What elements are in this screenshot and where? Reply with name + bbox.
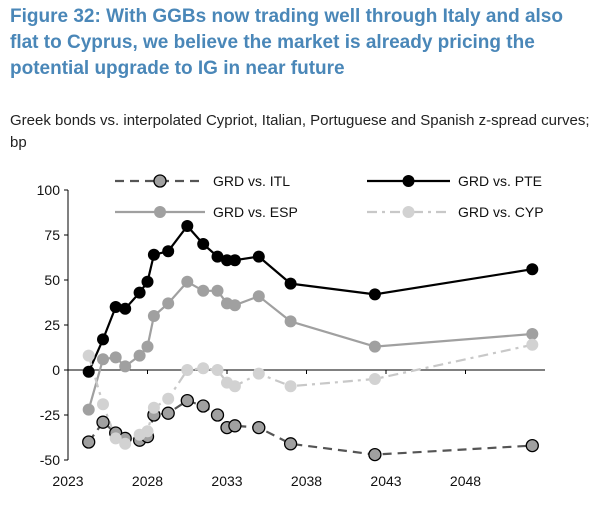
data-point-series-2 [109, 351, 122, 364]
data-point-series-1 [526, 263, 539, 276]
series-line-2 [87, 280, 533, 410]
data-point-series-2 [162, 297, 175, 310]
chart-legend: GRD vs. ITL GRD vs. PTE GRD vs. ESP GRD vs.… [115, 173, 544, 220]
y-tick-label: -50 [40, 452, 60, 468]
data-point-series-2 [119, 360, 132, 373]
legend-label: GRD vs. PTE [458, 173, 542, 189]
data-point-series-3 [147, 401, 160, 414]
data-point-series-1 [211, 250, 224, 263]
data-point-series-3 [119, 437, 132, 450]
y-tick-label: 75 [44, 227, 60, 243]
data-point-series-2 [141, 340, 154, 353]
y-tick-label: 50 [44, 272, 60, 288]
data-point-series-0 [161, 406, 175, 420]
series-line-1 [87, 224, 533, 373]
y-tick-label: 25 [44, 317, 60, 333]
data-point-series-1 [368, 288, 381, 301]
data-point-series-1 [252, 250, 265, 263]
data-point-series-1 [141, 275, 154, 288]
data-point-series-0 [525, 438, 539, 453]
data-point-series-1 [109, 301, 122, 313]
legend-marker-3 [402, 206, 415, 218]
data-point-series-1 [162, 245, 175, 258]
y-tick-label: 100 [37, 182, 61, 198]
x-tick-label: 2038 [291, 473, 322, 489]
data-point-series-2 [526, 328, 539, 340]
data-point-series-3 [211, 364, 224, 376]
data-point-series-2 [252, 290, 265, 303]
data-point-series-1 [133, 286, 146, 299]
data-point-series-3 [162, 392, 175, 405]
data-point-series-1 [97, 333, 109, 346]
chart-subtitle: Greek bonds vs. interpolated Cypriot, It… [10, 112, 590, 151]
data-point-series-3 [82, 349, 95, 362]
data-point-series-2 [97, 353, 109, 366]
data-point-series-3 [141, 425, 154, 438]
data-point-series-2 [181, 275, 194, 288]
data-point-series-3 [181, 364, 194, 376]
data-point-series-1 [119, 302, 132, 315]
y-tick-label: 0 [52, 362, 60, 378]
data-point-series-2 [228, 299, 241, 312]
data-point-series-0 [82, 435, 96, 449]
data-point-series-3 [368, 373, 381, 385]
data-point-series-0 [210, 408, 225, 422]
x-tick-label: 2048 [450, 473, 481, 489]
data-point-series-0 [96, 415, 110, 429]
data-point-series-3 [197, 362, 210, 375]
data-point-series-3 [109, 432, 122, 445]
data-point-series-1 [147, 248, 160, 261]
data-point-series-2 [284, 315, 297, 328]
data-point-series-3 [526, 338, 539, 351]
data-point-series-3 [284, 380, 297, 393]
legend-marker-1 [402, 175, 415, 187]
data-point-series-3 [228, 380, 241, 393]
legend-label: GRD vs. CYP [458, 204, 544, 220]
data-point-series-0 [252, 420, 266, 435]
data-point-series-1 [181, 220, 194, 232]
x-tick-label: 2023 [52, 473, 83, 489]
data-point-series-3 [97, 398, 109, 411]
page-title: Figure 32: With GGBs now trading well th… [10, 6, 563, 79]
legend-label: GRD vs. ITL [213, 173, 290, 189]
data-point-series-2 [197, 284, 210, 297]
chart-axes: 100 75 50 25 0 -25 -50 2023 2028 2033 2038 2043 2048 [37, 182, 545, 489]
data-point-series-0 [196, 399, 210, 413]
x-tick-label: 2033 [211, 473, 242, 489]
data-point-series-3 [252, 367, 265, 380]
legend-label: GRD vs. ESP [213, 204, 298, 220]
data-point-series-1 [228, 254, 241, 267]
data-point-series-0 [180, 393, 194, 408]
data-point-series-0 [368, 447, 382, 462]
data-point-series-2 [133, 349, 146, 362]
data-point-series-2 [82, 403, 95, 416]
x-tick-label: 2043 [370, 473, 401, 489]
legend-marker-2 [154, 206, 166, 218]
legend-marker-0 [153, 174, 167, 188]
data-point-series-0 [283, 437, 298, 451]
y-tick-label: -25 [40, 407, 60, 423]
data-point-series-1 [197, 238, 210, 250]
data-point-series-2 [147, 310, 160, 322]
data-point-series-1 [284, 277, 297, 290]
data-point-series-2 [211, 284, 224, 297]
data-point-series-2 [368, 340, 381, 353]
series-line-3 [87, 343, 533, 445]
data-point-series-0 [228, 419, 242, 433]
data-point-series-1 [82, 365, 95, 378]
x-tick-label: 2028 [132, 473, 163, 489]
series-points [82, 220, 539, 462]
